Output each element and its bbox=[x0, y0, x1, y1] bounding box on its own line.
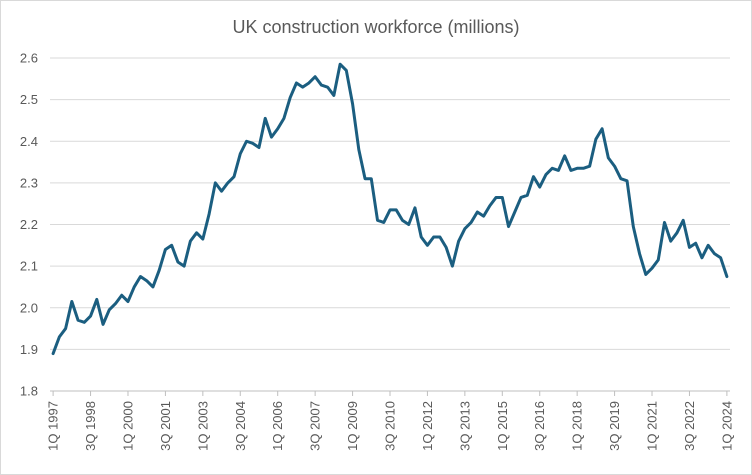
y-tick-label: 2.4 bbox=[20, 134, 38, 149]
y-tick-label: 2.5 bbox=[20, 92, 38, 107]
series-group bbox=[51, 62, 729, 356]
x-tick-label: 3Q 2007 bbox=[308, 401, 323, 451]
x-tick-label: 1Q 2009 bbox=[345, 401, 360, 451]
x-tick-label: 1Q 2024 bbox=[719, 401, 734, 451]
x-tick-label: 3Q 2010 bbox=[383, 401, 398, 451]
x-tick-label: 3Q 2004 bbox=[233, 401, 248, 451]
y-tick-label: 2.3 bbox=[20, 175, 38, 190]
x-tick-label: 3Q 2016 bbox=[532, 401, 547, 451]
y-tick-label: 2.2 bbox=[20, 217, 38, 232]
y-tick-label: 2.0 bbox=[20, 300, 38, 315]
x-tick-label: 3Q 2013 bbox=[457, 401, 472, 451]
x-tick-label: 1Q 2015 bbox=[495, 401, 510, 451]
x-tick-label: 3Q 1998 bbox=[83, 401, 98, 451]
y-tick-label: 2.1 bbox=[20, 259, 38, 274]
x-tick-label: 3Q 2022 bbox=[682, 401, 697, 451]
x-tick-label: 1Q 2021 bbox=[645, 401, 660, 451]
chart-title: UK construction workforce (millions) bbox=[232, 17, 520, 37]
y-axis-ticks: 1.8 1.9 2.0 2.1 2.2 2.3 2.4 2.5 2.6 bbox=[20, 51, 38, 399]
series-line bbox=[51, 62, 729, 356]
y-tick-label: 2.6 bbox=[20, 51, 38, 66]
x-tick-label: 1Q 1997 bbox=[46, 401, 61, 451]
x-tick-label: 1Q 2018 bbox=[570, 401, 585, 451]
x-tick-label: 3Q 2001 bbox=[158, 401, 173, 451]
y-tick-label: 1.8 bbox=[20, 384, 38, 399]
x-axis-ticks: 1Q 1997 3Q 1998 1Q 2000 3Q 2001 1Q 2003 3Q 20… bbox=[46, 391, 734, 451]
x-tick-label: 1Q 2012 bbox=[420, 401, 435, 451]
x-tick-label: 1Q 2003 bbox=[195, 401, 210, 451]
x-tick-label: 1Q 2000 bbox=[120, 401, 135, 451]
x-tick-label: 3Q 2019 bbox=[607, 401, 622, 451]
gridlines bbox=[50, 57, 730, 392]
y-tick-label: 1.9 bbox=[20, 342, 38, 357]
x-tick-label: 1Q 2006 bbox=[270, 401, 285, 451]
